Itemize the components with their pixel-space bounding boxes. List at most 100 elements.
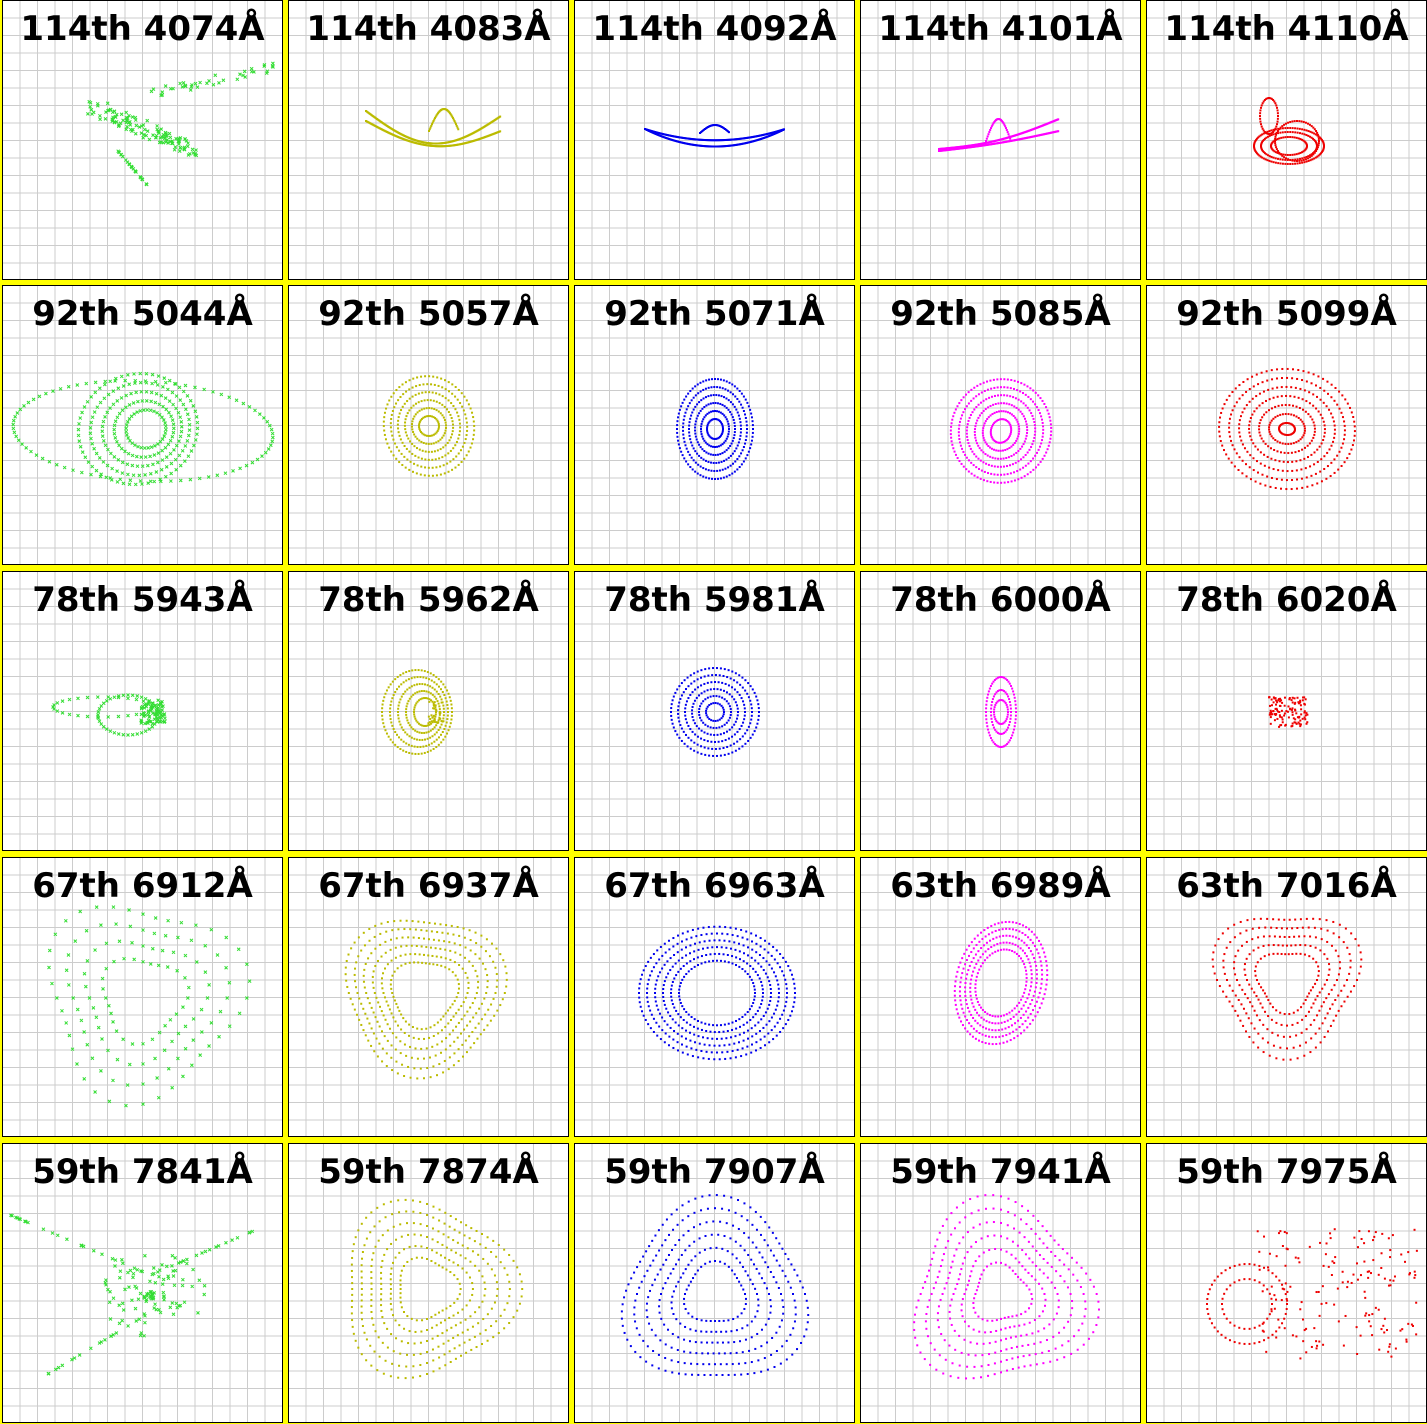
plot-point [987, 406, 990, 409]
plot-point [207, 982, 211, 987]
plot-point [374, 1016, 377, 1019]
plot-point [677, 412, 680, 415]
plot-point [678, 736, 681, 739]
plot-point [496, 979, 499, 982]
plot-point [680, 727, 683, 730]
plot-point [1022, 402, 1025, 405]
plot-point [1268, 430, 1271, 433]
plot-point [695, 725, 698, 728]
plot-point [977, 403, 980, 406]
plot-point [1311, 484, 1314, 487]
plot-point [382, 722, 385, 725]
plot-point [447, 399, 450, 402]
plot-point [441, 730, 444, 733]
plot-point [134, 712, 139, 717]
plot-point [444, 686, 447, 689]
plot-point [1015, 418, 1018, 421]
plot-point [710, 394, 713, 397]
plot-point [1005, 693, 1008, 696]
plot-point [85, 958, 90, 963]
plot-point [714, 410, 716, 412]
plot-point [680, 682, 683, 685]
plot-point [355, 986, 358, 989]
plot-point [186, 141, 190, 146]
plot-point [736, 468, 739, 471]
plot-point [427, 450, 430, 453]
plot-point [736, 1048, 739, 1051]
plot-point [174, 1012, 179, 1016]
plot-point [740, 1055, 743, 1058]
panel-title: 114th 4101Å [878, 9, 1123, 49]
plot-point [93, 390, 98, 395]
plot-point [1286, 434, 1289, 437]
plot-point [676, 435, 679, 438]
plot-point [435, 721, 438, 724]
plot-point [372, 1011, 375, 1014]
plot-point [420, 465, 423, 468]
plot-point [199, 1007, 204, 1012]
plot-point [999, 465, 1002, 468]
plot-point [1270, 142, 1273, 145]
plot-point [429, 415, 432, 418]
plot-point [738, 747, 741, 750]
plot-point [1034, 466, 1037, 469]
plot-point [670, 718, 673, 721]
plot-point [452, 1015, 455, 1018]
plot-point [1274, 439, 1277, 442]
plot-point [702, 475, 705, 478]
plot-point [1049, 423, 1052, 426]
plot-point [1292, 717, 1295, 720]
plot-point [376, 1055, 379, 1058]
plot-point [427, 442, 430, 445]
plot-point [683, 398, 686, 401]
plot-point [198, 1053, 203, 1058]
plot-point [1263, 137, 1266, 140]
plot-point [411, 1026, 414, 1029]
plot-point [441, 691, 444, 694]
plot-point [141, 1041, 145, 1046]
plot-point [449, 958, 452, 961]
plot-point [113, 114, 118, 119]
plot-point [1245, 475, 1248, 478]
plot-point [694, 432, 697, 435]
plot-point [1013, 387, 1016, 390]
plot-point [952, 447, 955, 450]
plot-point [117, 443, 121, 448]
plot-point [676, 733, 679, 736]
plot-point [1337, 468, 1340, 471]
plot-point [739, 424, 742, 427]
plot-point [695, 438, 698, 441]
plot-point [1314, 156, 1317, 159]
plot-point [1322, 377, 1325, 380]
plot-point [156, 698, 161, 703]
plot-point [423, 1077, 425, 1080]
plot-point [461, 405, 464, 408]
plot-point [457, 1060, 460, 1063]
plot-point [708, 704, 711, 707]
plot-point [986, 454, 989, 457]
plot-point [444, 1025, 447, 1028]
plot-point [1270, 132, 1273, 135]
plot-point [357, 936, 360, 939]
plot-point [996, 731, 999, 734]
plot-point [395, 1060, 398, 1063]
plot-point [1006, 448, 1009, 451]
plot-point [1299, 699, 1302, 702]
plot-point [1301, 138, 1304, 141]
plot-point [407, 678, 410, 681]
plot-point [992, 423, 995, 426]
plot-point [444, 724, 447, 727]
plot-point [706, 740, 709, 743]
plot-point [1268, 713, 1271, 716]
plot-point [433, 383, 436, 386]
plot-point [646, 983, 649, 986]
plot-point [407, 700, 410, 703]
plot-point [362, 931, 365, 934]
plot-point [638, 992, 640, 994]
plot-point [411, 386, 414, 389]
plot-point [743, 714, 746, 717]
plot-point [115, 480, 120, 484]
plot-point [94, 905, 99, 909]
plot-point [372, 970, 375, 973]
plot-point [99, 722, 104, 726]
